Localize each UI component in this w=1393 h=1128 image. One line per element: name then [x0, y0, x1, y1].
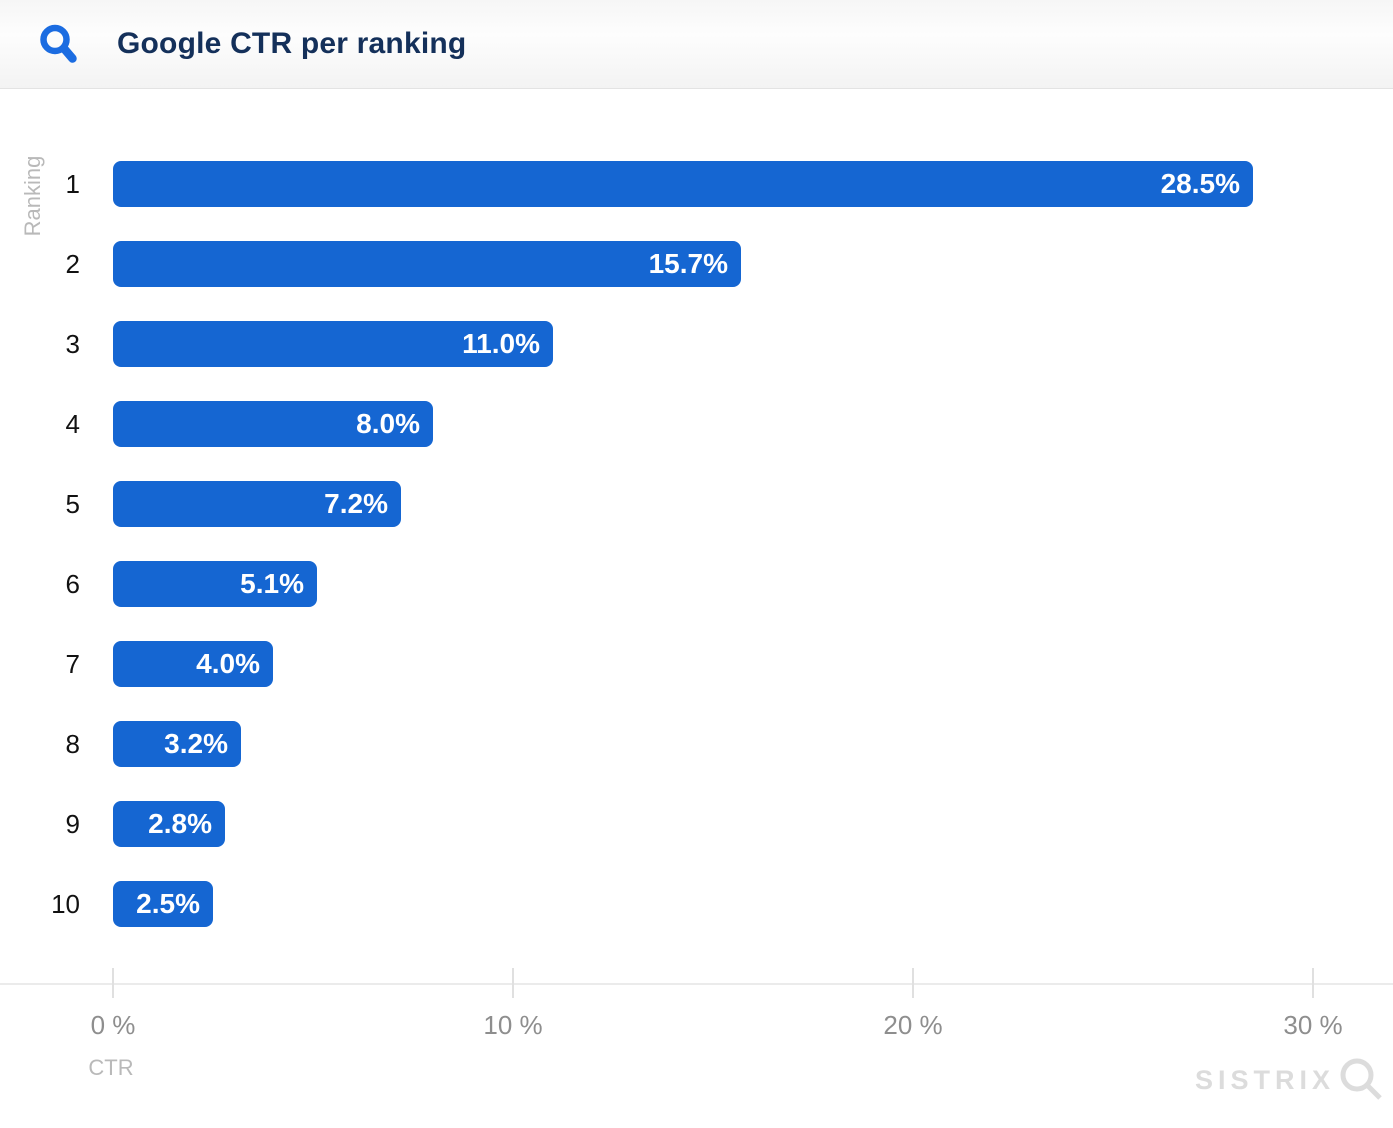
bar-chart: Ranking 1 28.5% 2 15.7% 3 11.0% 4 8.0% 5 7.2% 6 5.1… [0, 90, 1393, 1128]
y-tick-label: 2 [65, 249, 80, 279]
x-tick-mark [1312, 968, 1314, 998]
x-tick-label: 20 % [883, 1010, 943, 1040]
bar-value-label: 11.0% [462, 328, 540, 359]
y-tick-label: 3 [65, 329, 80, 359]
y-tick-label: 6 [65, 569, 80, 599]
bar-value-label: 8.0% [356, 408, 420, 439]
x-tick-label: 0 % [90, 1010, 136, 1040]
x-tick-label: 30 % [1283, 1010, 1343, 1040]
bar-value-label: 5.1% [240, 568, 304, 599]
bar: 28.5% [113, 161, 1253, 207]
y-tick-label: 10 [51, 889, 80, 919]
y-tick-label: 7 [65, 649, 80, 679]
x-tick-mark [512, 968, 514, 998]
y-tick-label: 8 [65, 729, 80, 759]
bar-value-label: 2.8% [148, 808, 212, 839]
x-axis-title: CTR [88, 1055, 134, 1080]
bar-value-label: 3.2% [164, 728, 228, 759]
magnifier-icon [1340, 1058, 1382, 1100]
y-tick-label: 4 [65, 409, 80, 439]
bar: 7.2% [113, 481, 401, 527]
y-tick-label: 9 [65, 809, 80, 839]
sistrix-logo-text: SISTRIX [1194, 1064, 1335, 1095]
bar: 2.5% [113, 881, 213, 927]
page-title: Google CTR per ranking [117, 27, 467, 60]
x-tick-mark [912, 968, 914, 998]
search-icon [40, 24, 77, 63]
x-axis-line [0, 983, 1393, 985]
sistrix-logo: SISTRIX [1195, 1056, 1385, 1104]
bar-value-label: 15.7% [648, 248, 728, 279]
bar-value-label: 4.0% [196, 648, 260, 679]
x-tick-label: 10 % [483, 1010, 543, 1040]
bar-value-label: 2.5% [136, 888, 200, 919]
bar: 15.7% [113, 241, 741, 287]
bar: 11.0% [113, 321, 553, 367]
bar: 5.1% [113, 561, 317, 607]
bar-value-label: 7.2% [324, 488, 388, 519]
bar: 4.0% [113, 641, 273, 687]
y-tick-label: 1 [65, 169, 80, 199]
bar: 2.8% [113, 801, 225, 847]
x-tick-mark [112, 968, 114, 998]
y-tick-label: 5 [65, 489, 80, 519]
bar: 8.0% [113, 401, 433, 447]
header: Google CTR per ranking [0, 0, 1393, 89]
bar-value-label: 28.5% [1160, 168, 1240, 199]
bar: 3.2% [113, 721, 241, 767]
